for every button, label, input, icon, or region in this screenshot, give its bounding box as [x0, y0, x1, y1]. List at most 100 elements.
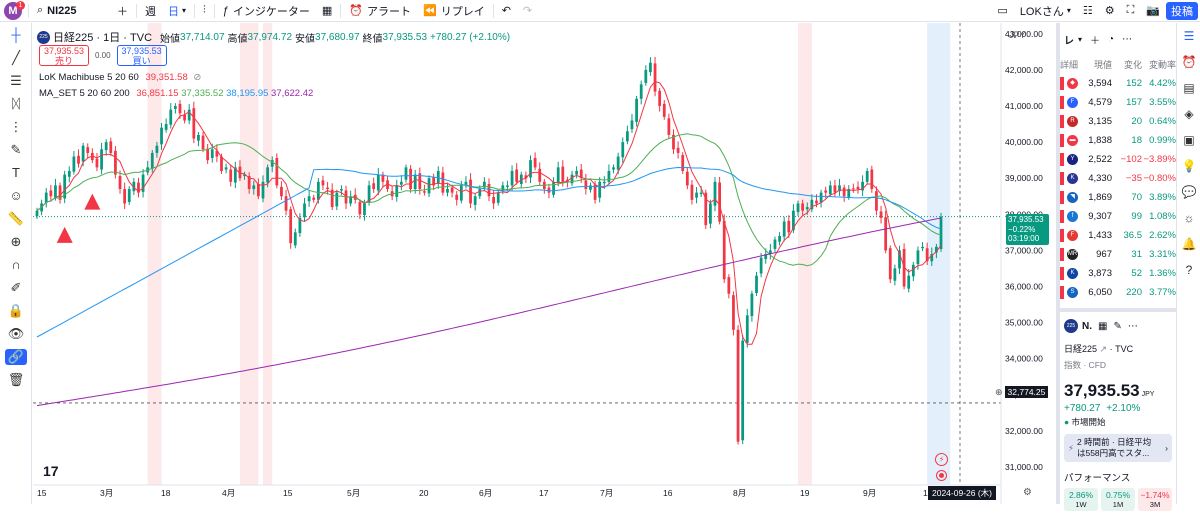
hide-tool[interactable]: 👁: [0, 322, 32, 345]
replay-button[interactable]: ⏪ リプレイ: [417, 0, 491, 22]
candle: [741, 340, 745, 441]
user-avatar[interactable]: M 1: [0, 0, 26, 22]
buy-button[interactable]: 37,935.53 買い: [116, 45, 167, 66]
pattern-tool[interactable]: ᛞ: [0, 92, 32, 115]
crosshair-tool[interactable]: ┼: [0, 23, 32, 46]
indicator-lok[interactable]: LoK Machibuse 5 20 60 39,351.58 ⊘: [39, 72, 201, 83]
measure-tool[interactable]: 📏: [0, 207, 32, 230]
alert-button[interactable]: ⏰ アラート: [343, 0, 417, 22]
brush-tool[interactable]: ✎: [0, 138, 32, 161]
candle: [293, 232, 297, 246]
fullscreen-button[interactable]: ⛶: [1121, 0, 1141, 22]
ideas-tab[interactable]: 💡: [1177, 153, 1200, 179]
horizontal-lines-tool[interactable]: ☰: [0, 69, 32, 92]
settings-button[interactable]: ⚙: [1099, 0, 1121, 22]
lock-tool[interactable]: 🔒: [0, 299, 32, 322]
layout-name-dropdown[interactable]: LOKさん ▾: [1014, 0, 1077, 22]
col-detail[interactable]: 詳細: [1060, 60, 1079, 70]
screenshot-button[interactable]: 📷: [1140, 0, 1166, 22]
stay-drawing-tool[interactable]: ✐: [0, 276, 32, 299]
chevron-down-icon[interactable]: ▾: [1078, 34, 1083, 44]
watchlist-change: 70: [1131, 192, 1142, 203]
col-last[interactable]: 現値: [1093, 60, 1112, 70]
plus-circle-icon[interactable]: ⊕: [995, 386, 1003, 397]
company-logo-icon: K: [1067, 173, 1078, 184]
details-short-name[interactable]: N.: [1082, 320, 1092, 332]
more-icon[interactable]: ⋯: [1127, 320, 1138, 332]
add-symbol-button[interactable]: ＋: [111, 0, 134, 22]
col-change[interactable]: 変化: [1123, 60, 1142, 70]
details-name[interactable]: 日経225: [1064, 344, 1098, 354]
watchlist-row[interactable]: Y 2,522 −102 −3.89%: [1060, 150, 1176, 169]
axis-settings-icon[interactable]: ⚙: [1023, 487, 1032, 498]
candle: [160, 127, 163, 145]
watchlist-row[interactable]: ◆ 3,594 152 4.42%: [1060, 74, 1176, 93]
redo-button[interactable]: ↷: [517, 0, 538, 22]
quick-search-button[interactable]: ☷: [1077, 0, 1099, 22]
watchlist-title[interactable]: レ: [1064, 35, 1074, 47]
interval-dropdown[interactable]: 日 ▾: [162, 0, 192, 22]
publish-button[interactable]: 投稿: [1166, 1, 1198, 20]
delete-tool[interactable]: 🗑: [0, 368, 32, 391]
chart-icon[interactable]: ◔: [1108, 33, 1115, 45]
zoom-tool[interactable]: ⊕: [0, 230, 32, 253]
indicator-ma-set[interactable]: MA_SET 5 20 60 200 36,851.15 37,335.52 3…: [39, 88, 313, 99]
watchlist-row[interactable]: f 9,307 99 1.08%: [1060, 207, 1176, 226]
sell-button[interactable]: 37,935.53 売り: [39, 45, 89, 66]
fib-tool[interactable]: ⋮: [0, 115, 32, 138]
watchlist-tab[interactable]: ☰: [1177, 23, 1200, 49]
price-tick-label: 40,000.00: [1005, 137, 1043, 147]
symbol-title[interactable]: 日経225 · 1日 · TVC: [53, 32, 153, 44]
watchlist-pct: 4.42%: [1149, 78, 1176, 89]
trendline-tool[interactable]: ╱: [0, 46, 32, 69]
candle: [487, 183, 491, 197]
watchlist-row[interactable]: ◥ 1,869 70 3.89%: [1060, 188, 1176, 207]
watchlist-row[interactable]: R 3,135 20 0.64%: [1060, 112, 1176, 131]
edit-icon[interactable]: ✎: [1113, 320, 1122, 332]
event-marker-icon[interactable]: [936, 470, 947, 481]
pine-tab[interactable]: ☼: [1177, 205, 1200, 231]
candle: [750, 293, 754, 317]
layout-button[interactable]: ▭: [991, 0, 1013, 22]
candle: [386, 180, 389, 190]
text-tool[interactable]: T: [0, 161, 32, 184]
add-symbol-icon[interactable]: ＋: [1090, 35, 1101, 47]
chart-area[interactable]: 43,000.00 42,000.00 41,000.00 40,000.00 39,0…: [33, 23, 1108, 504]
watchlist-row[interactable]: MR 967 31 3.31%: [1060, 245, 1176, 264]
ruler-icon: 📏: [7, 210, 25, 226]
news-card[interactable]: ⚡ 2 時間前 · 日経平均 は558円高でスタ... ›: [1064, 434, 1172, 462]
candle: [851, 188, 855, 190]
watchlist-row[interactable]: K 3,873 52 1.36%: [1060, 264, 1176, 283]
lines-icon: ☰: [10, 72, 22, 88]
grid-icon[interactable]: ▦: [1098, 320, 1108, 332]
calendar-tab[interactable]: ▣: [1177, 127, 1200, 153]
watchlist-row[interactable]: K 4,330 −35 −0.80%: [1060, 169, 1176, 188]
flag-icon: [1060, 210, 1064, 223]
watchlist-row[interactable]: S 6,050 220 3.77%: [1060, 283, 1176, 302]
watchlist-row[interactable]: ▬ 1,838 18 0.99%: [1060, 131, 1176, 150]
undo-button[interactable]: ↶: [496, 0, 517, 22]
interval-week[interactable]: 週: [145, 5, 156, 18]
indicators-button[interactable]: ƒ インジケーター: [217, 0, 316, 22]
external-link-icon[interactable]: ↗: [1099, 344, 1108, 354]
col-pct[interactable]: 変動率: [1148, 60, 1176, 70]
magnet-tool[interactable]: ∩: [0, 253, 32, 276]
templates-button[interactable]: ▦: [316, 0, 338, 22]
alerts-tab[interactable]: ⏰: [1177, 49, 1200, 75]
chat-tab[interactable]: 💬: [1177, 179, 1200, 205]
plus-icon: ＋: [117, 5, 128, 18]
link-tool[interactable]: 🔗: [0, 345, 32, 368]
emoji-tool[interactable]: ☺: [0, 184, 32, 207]
layers-tab[interactable]: ◈: [1177, 101, 1200, 127]
symbol-search[interactable]: ⌕ NI225: [31, 0, 111, 22]
more-icon[interactable]: ⋯: [1122, 33, 1133, 45]
watchlist-row[interactable]: F 1,433 36.5 2.62%: [1060, 226, 1176, 245]
compare-button[interactable]: ⫶: [197, 0, 212, 22]
candle: [625, 131, 629, 142]
notifications-tab[interactable]: 🔔: [1177, 231, 1200, 257]
data-window-tab[interactable]: ▤: [1177, 75, 1200, 101]
candle: [759, 257, 763, 274]
lightning-icon[interactable]: ⚡: [935, 453, 948, 466]
watchlist-row[interactable]: F 4,579 157 3.55%: [1060, 93, 1176, 112]
help-tab[interactable]: ?: [1177, 257, 1200, 283]
